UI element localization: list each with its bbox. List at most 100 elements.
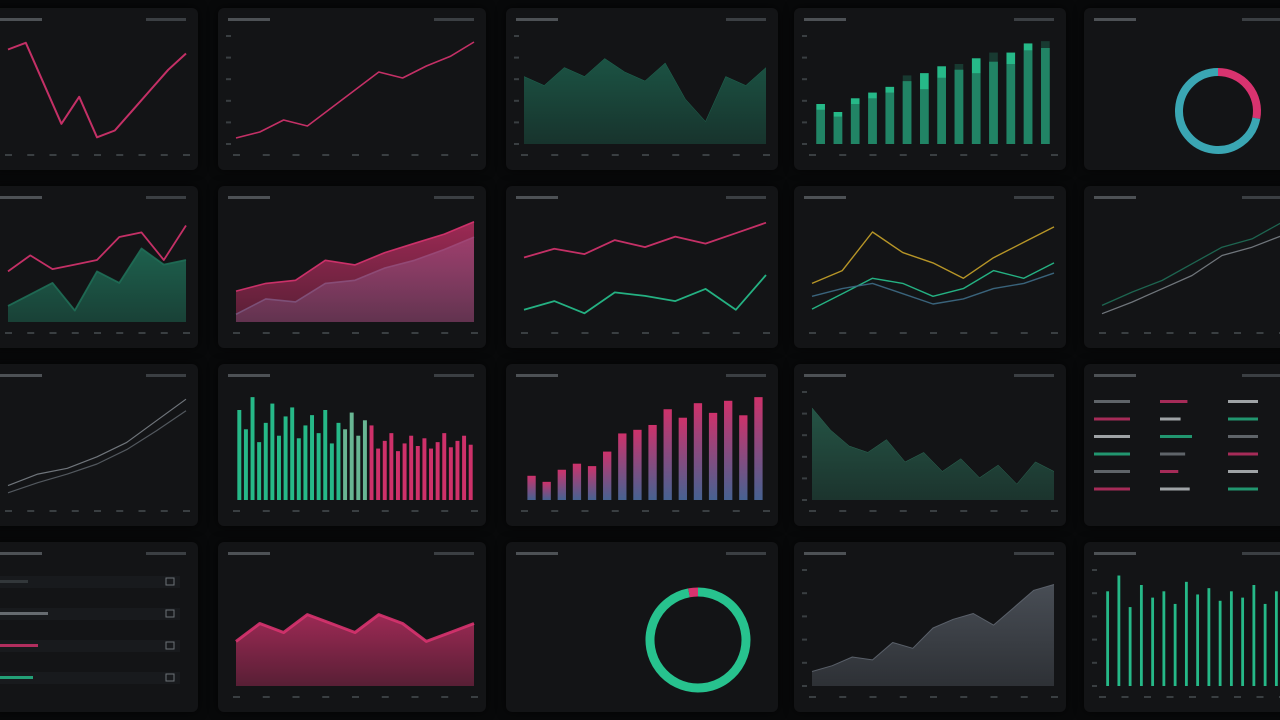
x-tick-mark (160, 332, 168, 334)
bar (663, 409, 672, 500)
bar (816, 109, 825, 144)
chart-p01 (0, 18, 190, 156)
bar (237, 410, 242, 500)
bar (429, 448, 434, 500)
bar (708, 412, 718, 500)
x-tick-mark (116, 332, 124, 334)
series-area (812, 584, 1054, 686)
bar (739, 415, 748, 500)
chart-p13 (516, 374, 770, 512)
bar (724, 400, 733, 500)
x-tick-mark (1051, 510, 1058, 512)
bar (290, 407, 295, 500)
chart-panel-16 (0, 542, 198, 712)
bar (296, 438, 301, 500)
series-line (1101, 222, 1280, 306)
x-tick-mark (581, 332, 589, 334)
bar (618, 433, 627, 500)
x-tick-mark (292, 332, 300, 334)
x-tick-mark (71, 154, 79, 156)
row-icon (165, 577, 175, 586)
x-tick-mark (990, 510, 998, 512)
bar (1274, 591, 1278, 686)
x-tick-mark (49, 332, 57, 334)
chart-p03 (514, 18, 770, 156)
y-tick-mark (802, 391, 807, 393)
x-tick-mark (990, 696, 998, 698)
table-cell-bar (0, 580, 28, 583)
title-glyph-bar (804, 374, 846, 377)
series-area (8, 248, 186, 322)
y-tick-mark (802, 661, 807, 664)
chart-panel-15 (1084, 364, 1280, 526)
meta-glyph-bar (1242, 374, 1280, 377)
title-glyph-bar (1094, 374, 1136, 377)
x-tick-mark (262, 696, 270, 698)
bar (303, 425, 308, 500)
x-tick-mark (960, 332, 968, 334)
series-line (7, 398, 187, 487)
title-glyph-bar (516, 552, 558, 555)
x-tick-mark (233, 696, 240, 698)
x-tick-mark (49, 510, 57, 512)
bar (1151, 597, 1155, 686)
bar (1128, 607, 1132, 686)
x-tick-mark (411, 696, 419, 698)
meta-glyph-bar (726, 552, 766, 555)
chart-p18 (516, 552, 766, 693)
row-icon (165, 641, 175, 650)
x-tick-mark (551, 332, 559, 334)
x-tick-mark (71, 332, 79, 334)
series-area (812, 407, 1054, 500)
x-tick-mark (960, 696, 968, 698)
pie-slice (1175, 68, 1261, 154)
y-tick-mark (514, 99, 519, 102)
bar (648, 424, 657, 500)
list-row-bar (1094, 435, 1130, 438)
x-tick-mark (581, 510, 589, 512)
bar (276, 435, 281, 500)
series-line (811, 226, 1055, 285)
chart-p19 (802, 552, 1058, 698)
meta-glyph-bar (726, 196, 766, 199)
x-tick-mark (809, 154, 816, 156)
bar (243, 429, 248, 500)
meta-glyph-bar (1242, 196, 1280, 199)
chart-panel-8 (506, 186, 778, 348)
x-tick-mark (471, 696, 478, 698)
x-tick-mark (352, 332, 359, 334)
x-tick-mark (352, 696, 359, 698)
x-tick-mark (1189, 696, 1196, 698)
x-tick-mark (1166, 696, 1174, 698)
pie-slice (688, 587, 699, 598)
x-tick-mark (702, 510, 710, 512)
bar (603, 451, 612, 500)
y-tick-mark (1092, 661, 1097, 664)
x-tick-mark (262, 332, 270, 334)
x-tick-mark (233, 154, 240, 156)
x-tick-mark (521, 510, 528, 512)
y-tick-mark (802, 412, 807, 415)
chart-p16 (0, 552, 186, 684)
list-row-bar (1094, 452, 1130, 456)
bar (349, 412, 354, 500)
list-row-bar (1160, 470, 1179, 473)
chart-panel-10 (1084, 186, 1280, 348)
x-tick-mark (322, 510, 330, 512)
x-tick-mark (1051, 332, 1058, 334)
title-glyph-bar (516, 374, 558, 377)
x-tick-mark (990, 154, 998, 156)
meta-glyph-bar (1242, 552, 1280, 555)
y-tick-mark (226, 143, 231, 145)
bar (850, 104, 860, 144)
x-tick-mark (1144, 332, 1151, 334)
x-tick-mark (233, 510, 240, 512)
chart-panel-11 (0, 364, 198, 526)
bar (542, 481, 551, 500)
chart-p11 (0, 374, 190, 512)
bar (989, 52, 998, 145)
bar (693, 403, 703, 500)
bar (527, 475, 536, 500)
series-area (236, 221, 474, 322)
bar (678, 417, 687, 500)
